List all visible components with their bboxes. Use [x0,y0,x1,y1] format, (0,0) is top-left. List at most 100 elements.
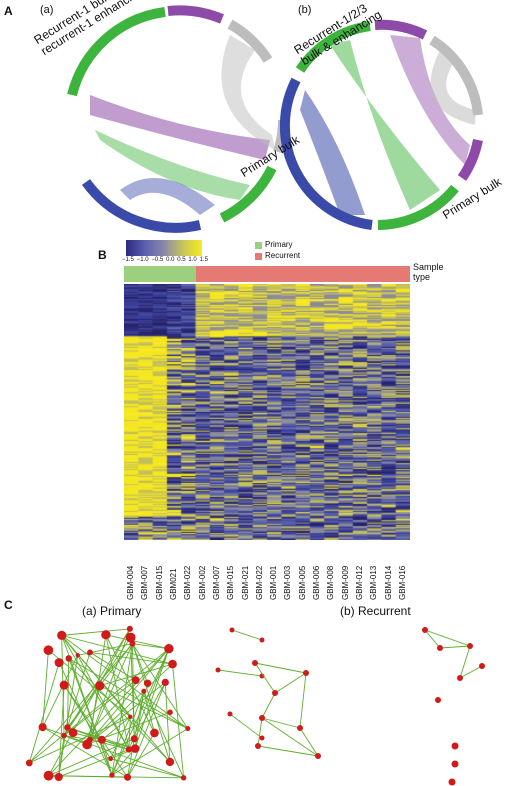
network-edge [459,645,471,679]
heatmap-column-label: GBM-004 [126,565,136,600]
heatmap-column-labels: GBM-004 GBM-007 GBM-015 GBM021 GBM-022 GBM-00… [124,566,410,601]
heatmap-column-label: GBM-014 [383,565,393,600]
heatmap-column-label: GBM-002 [197,565,207,600]
network-node [161,678,169,687]
heatmap-column-label: GBM021 [169,568,179,600]
legend-recurrent-swatch [255,253,262,260]
sample-type-label: Sample type [413,262,444,282]
network-node [130,744,140,753]
network-node [422,627,428,633]
network-edge [68,658,171,763]
network-node [68,728,78,738]
network-edge [28,643,133,764]
network-edge [424,629,471,647]
network-node [125,746,133,753]
heatmap-column-label: GBM-009 [340,565,350,600]
chord-b-purple-arc [374,19,428,40]
network-edge [61,635,130,750]
heatmap-column-label: GBM-012 [354,565,364,600]
network-edge [86,648,170,745]
network-node [131,676,140,685]
chord-b-green-arc-2 [377,184,459,230]
network-node [479,663,485,669]
heatmap [124,284,410,540]
chord-a-blue-arc [81,179,202,233]
network-edge [254,662,276,694]
colorbar-tick: −0.5 [151,257,164,263]
network-edge [299,672,307,729]
network-edge [86,663,173,745]
colorbar-tick: 0.5 [177,257,186,263]
network-edge [261,717,301,729]
network-edge [111,748,136,776]
network-edge [164,682,171,762]
network-node [123,773,132,781]
network-edge [424,629,441,649]
network-node [61,732,67,739]
heatmap-column-label: GBM-007 [211,565,221,600]
network-node [451,760,459,768]
network-edge [217,669,263,677]
network-edge [48,648,170,776]
heatmap-column-label: GBM-016 [397,565,407,600]
network-edge [111,648,170,776]
network-recurrent-title: (b) Recurrent [340,604,411,618]
heatmap-column-label: GBM-006 [312,565,322,600]
network-edge [99,685,188,729]
network-node [130,735,138,743]
network-edge [86,682,166,745]
network-node [128,714,133,720]
subpanel-a-label: (a) [40,4,54,16]
network-node [101,630,111,640]
network-node [38,723,47,732]
chord-diagrams [67,5,483,233]
network-node [54,658,64,668]
heatmap-column-label: GBM-015 [226,565,236,600]
network-node [167,709,173,715]
network-edge [299,727,319,757]
heatmap-column-label: GBM-005 [297,565,307,600]
network-node [457,675,463,681]
heatmap-column-label: GBM-022 [183,565,193,600]
network-edge [28,648,170,764]
sample-type-bar [124,266,410,282]
colorbar-tick: −1.5 [122,257,134,263]
network-edge [128,716,131,750]
network-edge [110,758,184,779]
network-node [272,690,278,696]
network-edge [101,739,128,778]
network-node [164,644,174,654]
network-edge [89,628,131,740]
network-edge [58,749,130,778]
network-edge [61,628,130,636]
network-primary-title: (a) Primary [82,604,142,618]
network-edge [67,658,70,728]
network-node [75,653,80,658]
network-node [227,711,233,717]
network-node [451,742,459,750]
heatmap-column-label: GBM-008 [326,565,336,600]
network-node [108,756,113,762]
network-node [180,775,187,781]
chord-a-green-arc [67,7,166,97]
chord-a-purple-arc [167,5,224,24]
legend-primary-swatch [255,242,262,249]
network-node [54,772,63,782]
network-node [229,627,235,633]
network-node [143,679,152,687]
network-edge [261,692,276,719]
chord-a-green-arc-2 [219,165,277,223]
heatmap-column-label: GBM-022 [254,565,264,600]
colorbar-tick: 1.0 [188,257,197,263]
network-edge [128,648,170,750]
network-edge [111,691,145,776]
heatmap-column-label: GBM-007 [140,565,150,600]
network-edge [105,634,169,650]
network-edge [58,655,79,777]
colorbar-ticks: −1.5 −1.0 −0.5 0.0 0.5 1.0 1.5 [122,257,208,266]
network-edge [58,662,113,776]
network-edge [274,672,307,694]
network-edge [68,658,113,776]
network-node [467,643,473,649]
chord-b-ribbon-blue [300,90,365,215]
